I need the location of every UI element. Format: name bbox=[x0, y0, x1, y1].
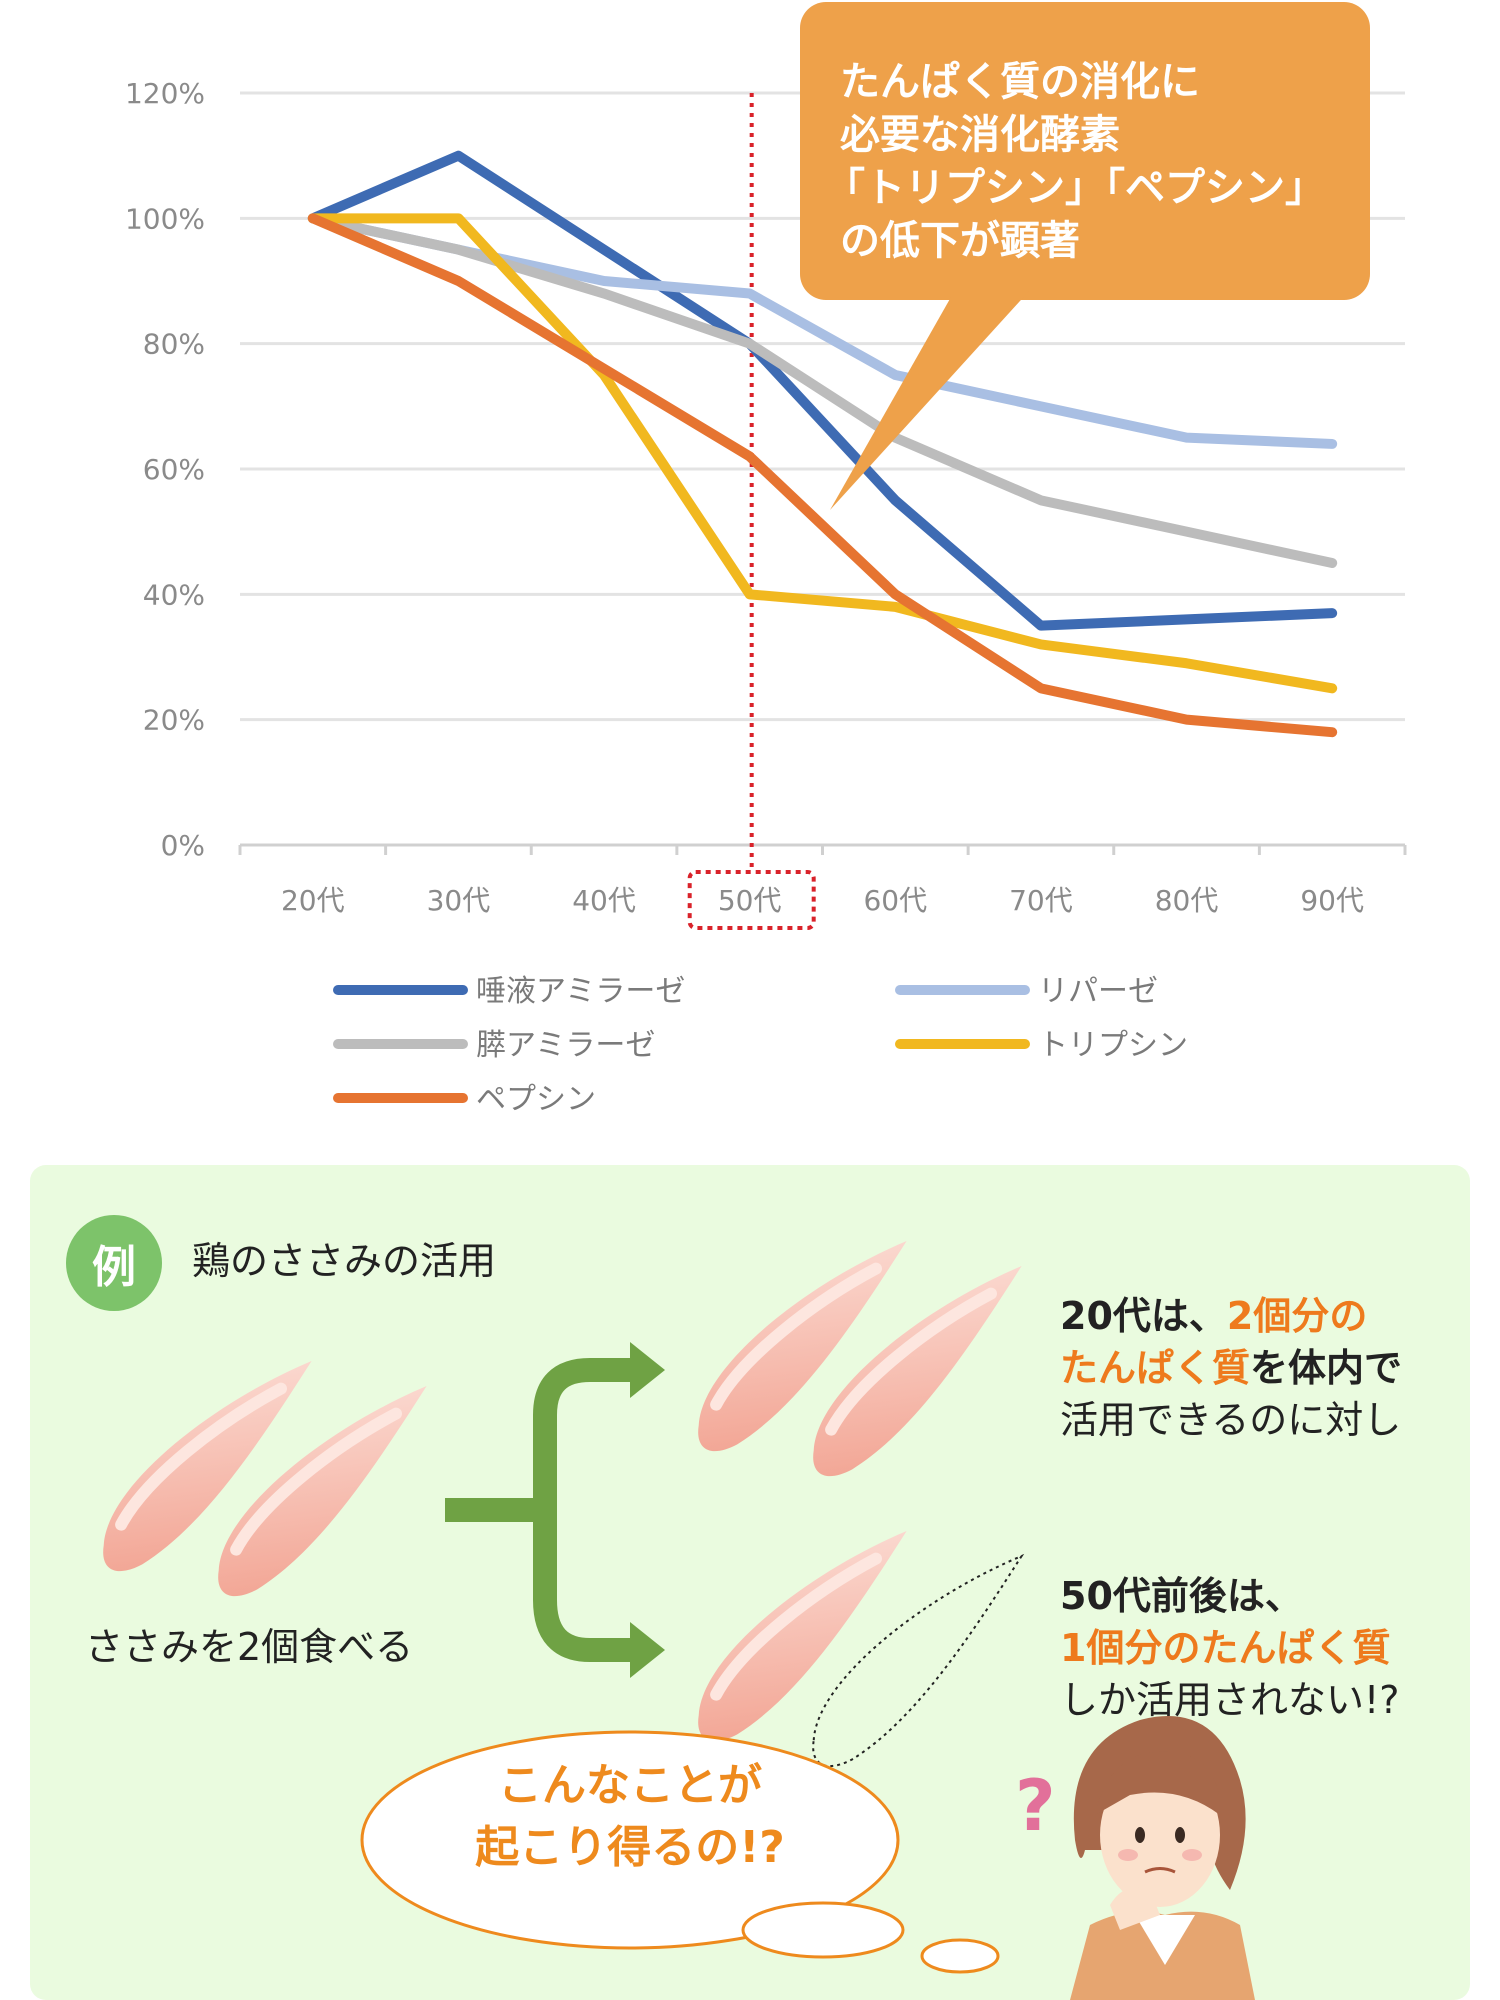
thought-line-2: 起こり得るの!? bbox=[475, 1822, 785, 1873]
callout-line-1: たんぱく質の消化に bbox=[840, 59, 1200, 105]
chicken-fillet-bottom bbox=[698, 1531, 907, 1742]
chicken-fillet-left-2 bbox=[218, 1386, 427, 1597]
callout-pointer bbox=[830, 290, 1030, 510]
y-tick-label: 80% bbox=[143, 328, 205, 361]
callout-line-4: の低下が顕著 bbox=[840, 218, 1080, 264]
x-tick-label: 80代 bbox=[1155, 884, 1219, 917]
chicken-fillet-top-1 bbox=[698, 1241, 907, 1452]
callout-bubble: たんぱく質の消化に 必要な消化酵素 「トリプシン」「ペプシン」 の低下が顕著 bbox=[800, 2, 1370, 510]
thought-bubble-small-2 bbox=[920, 1938, 1000, 1974]
x-axis-labels: 20代 30代 40代 50代 60代 70代 80代 90代 bbox=[281, 884, 1364, 917]
highlight-box bbox=[687, 870, 816, 930]
x-tick-label: 70代 bbox=[1009, 884, 1073, 917]
x-tick-label: 90代 bbox=[1300, 884, 1364, 917]
chart-series bbox=[307, 150, 1338, 738]
y-tick-label: 20% bbox=[143, 704, 205, 737]
x-tick-label: 50代 bbox=[718, 884, 782, 917]
legend-label: 膵アミラーゼ bbox=[476, 1028, 655, 1063]
result-50s-line-3: しか活用されない!? bbox=[1060, 1678, 1400, 1722]
y-tick-label: 100% bbox=[125, 202, 205, 235]
enzyme-line-chart: 0% 20% 40% 60% 80% 100% 120% 20代 30代 40代 50代 60代 70… bbox=[125, 2, 1407, 1117]
result-20s-line-3: 活用できるのに対し bbox=[1060, 1398, 1402, 1442]
y-tick-label: 0% bbox=[161, 829, 205, 862]
result-50s: 50代前後は、 1個分のたんぱく質 しか活用されない!? bbox=[1060, 1570, 1399, 1726]
legend-label: ペプシン bbox=[476, 1082, 596, 1117]
chicken-fillet-top-2 bbox=[813, 1266, 1022, 1477]
legend-label: 唾液アミラーゼ bbox=[476, 974, 685, 1009]
callout-line-2: 必要な消化酵素 bbox=[840, 112, 1120, 158]
result-20s-line-1: 20代は、2個分の bbox=[1060, 1294, 1368, 1338]
x-axis bbox=[238, 843, 1407, 855]
example-title: 鶏のささみの活用 bbox=[192, 1239, 497, 1283]
missing-fillet-outline bbox=[812, 1553, 1025, 1768]
example-badge: 例 bbox=[66, 1215, 162, 1311]
arrow-head-top bbox=[630, 1342, 665, 1398]
result-50s-line-1: 50代前後は、 bbox=[1060, 1574, 1303, 1618]
x-tick-label: 40代 bbox=[572, 884, 636, 917]
x-tick-label: 20代 bbox=[281, 884, 345, 917]
branch-arrow bbox=[445, 1358, 630, 1662]
arrow-head-bottom bbox=[630, 1622, 665, 1678]
x-tick-label: 30代 bbox=[427, 884, 491, 917]
series-line-2 bbox=[307, 213, 1338, 568]
result-50s-line-2: 1個分のたんぱく質 bbox=[1060, 1626, 1391, 1670]
y-tick-label: 40% bbox=[143, 578, 205, 611]
y-tick-label: 60% bbox=[143, 453, 205, 486]
thought-bubble bbox=[360, 1730, 900, 1950]
chicken-fillet-left-1 bbox=[103, 1361, 312, 1572]
x-tick-label: 60代 bbox=[863, 884, 927, 917]
callout-box bbox=[800, 2, 1370, 300]
example-illustration: ? bbox=[103, 1241, 1255, 2000]
legend-label: トリプシン bbox=[1038, 1028, 1188, 1063]
thought-bubble-small-1 bbox=[741, 1901, 905, 1959]
question-mark-icon: ? bbox=[1015, 1765, 1056, 1847]
result-20s-line-2: たんぱく質を体内で bbox=[1060, 1346, 1403, 1390]
y-axis-labels: 0% 20% 40% 60% 80% 100% 120% bbox=[125, 77, 205, 862]
woman-thinking-icon bbox=[1070, 1716, 1255, 2000]
result-20s: 20代は、2個分の たんぱく質を体内で 活用できるのに対し bbox=[1060, 1290, 1402, 1446]
eat-two-label: ささみを2個食べる bbox=[85, 1625, 414, 1669]
y-tick-label: 120% bbox=[125, 77, 205, 110]
series-line-4 bbox=[307, 213, 1338, 738]
callout-line-3: 「トリプシン」「ペプシン」 bbox=[825, 165, 1325, 211]
series-line-0 bbox=[307, 150, 1338, 631]
thought-text: こんなことが 起こり得るの!? bbox=[380, 1755, 880, 1879]
series-line-3 bbox=[307, 213, 1338, 694]
thought-line-1: こんなことが bbox=[498, 1760, 762, 1811]
legend-label: リパーゼ bbox=[1038, 974, 1158, 1009]
